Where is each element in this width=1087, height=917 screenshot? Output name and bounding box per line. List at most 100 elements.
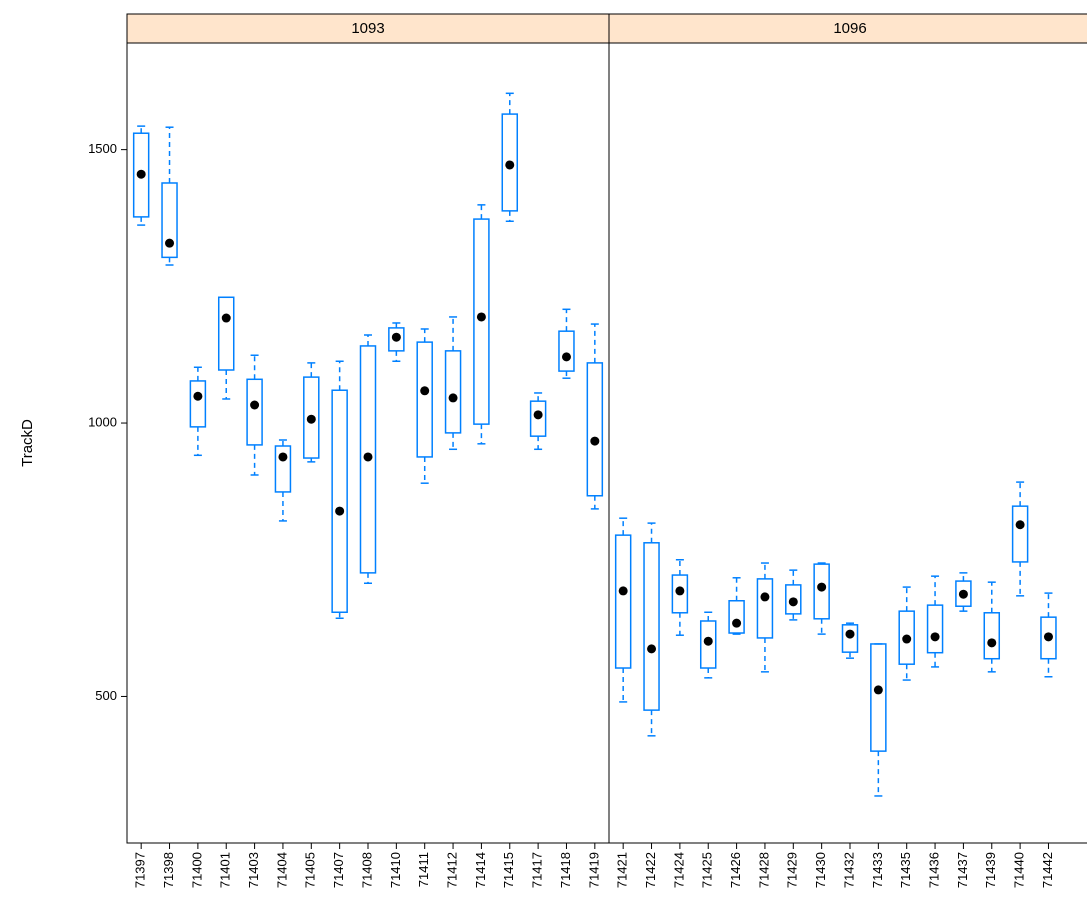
box [246,378,263,446]
x-tick-label: 71440 [1012,852,1027,888]
x-tick-label: 71408 [359,852,374,888]
median [505,160,515,170]
x-tick-label: 71412 [444,852,459,888]
box [699,620,717,669]
x-tick-label: 71421 [615,852,630,888]
box [671,574,689,614]
x-tick-label: 71414 [473,852,488,888]
box [926,604,944,654]
x-tick-label: 71429 [785,852,800,888]
box [359,345,377,574]
x-tick-label: 71428 [756,852,771,888]
box [501,113,519,212]
box [983,612,1001,660]
box [529,400,547,437]
median [675,586,685,596]
median [845,629,855,639]
median [1015,520,1025,530]
x-tick-label: 71430 [813,852,828,888]
box [132,132,150,218]
median [987,638,997,648]
y-tick-label: 1000 [88,414,117,429]
x-tick-label: 71422 [643,852,658,888]
x-tick-label: 71403 [246,852,261,888]
box [416,341,433,458]
median [363,452,373,462]
x-tick-label: 71405 [303,852,318,888]
median [817,582,827,592]
x-tick-label: 71401 [218,852,233,888]
median [420,386,430,396]
median [448,393,458,403]
box [388,327,405,352]
median [136,169,146,179]
median [958,589,968,599]
median [533,410,543,420]
box [558,330,575,372]
median [873,685,883,695]
median [165,238,175,248]
box [1011,505,1029,563]
box [331,389,348,613]
box [217,296,235,371]
x-tick-label: 71436 [926,852,941,888]
box [955,580,972,607]
median [703,636,713,646]
median [590,436,600,446]
box [303,376,320,459]
x-tick-label: 71432 [841,852,856,888]
median [391,332,401,342]
median [930,632,940,642]
median [732,618,742,628]
x-tick-label: 71426 [728,852,743,888]
x-tick-label: 71437 [955,852,970,888]
box [189,380,207,428]
box [870,643,887,752]
median [193,391,203,401]
x-tick-label: 71442 [1040,852,1055,888]
x-tick-label: 71417 [530,852,545,888]
median [561,352,571,362]
x-tick-label: 71400 [189,852,204,888]
x-tick-label: 71415 [501,852,516,888]
x-tick-label: 71407 [331,852,346,888]
median [335,506,345,516]
box [1040,616,1057,660]
box [444,350,462,434]
median [647,644,657,654]
y-tick-label: 1500 [88,141,117,156]
box [813,563,830,620]
box [841,624,859,653]
box [161,182,178,259]
box [785,584,802,615]
x-tick-label: 71433 [870,852,885,888]
box [643,542,660,711]
box [274,445,292,493]
median [278,452,288,462]
x-tick-label: 71418 [558,852,573,888]
strip [126,13,610,44]
box [586,362,604,497]
box [473,218,490,425]
median [1043,632,1053,642]
strip [608,13,1087,44]
median [476,312,486,322]
panel-frame [126,42,610,844]
panel-title: 1096 [833,20,866,37]
x-tick-label: 71398 [161,852,176,888]
panel-frame [608,42,1087,844]
median [618,586,628,596]
x-tick-label: 71435 [898,852,913,888]
median [221,313,231,323]
x-tick-label: 71411 [416,852,431,887]
box [898,610,915,665]
median [902,634,912,644]
x-tick-label: 71397 [133,852,148,888]
panel-title: 1093 [351,20,384,37]
box [728,600,745,634]
x-tick-label: 71404 [274,852,289,888]
x-tick-label: 71424 [671,852,686,888]
median [250,400,260,410]
median [788,597,798,607]
